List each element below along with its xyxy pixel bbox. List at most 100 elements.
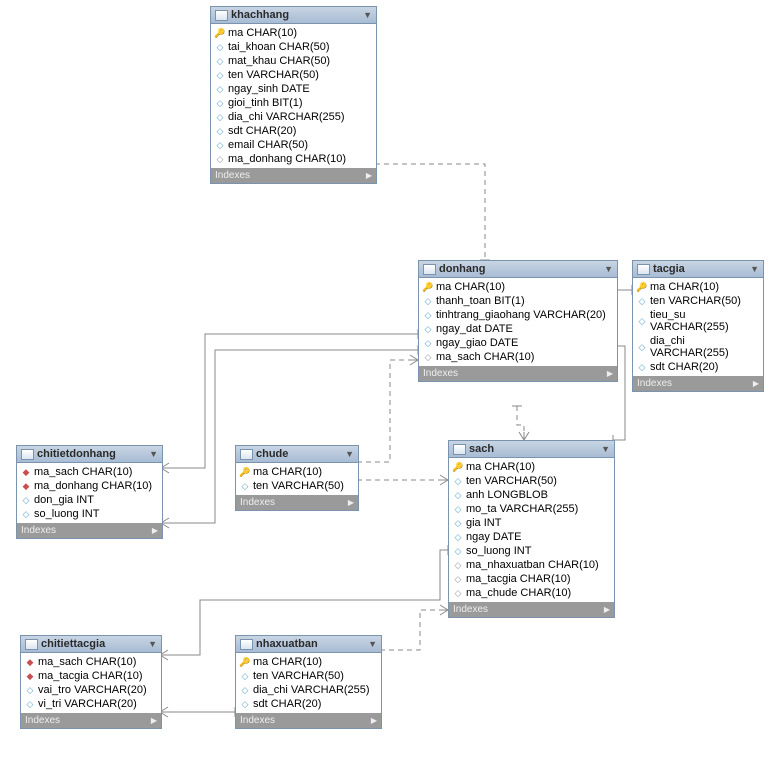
column-row[interactable]: 🔑ma CHAR(10) bbox=[419, 280, 617, 294]
column-row[interactable]: ◇ngay DATE bbox=[449, 530, 614, 544]
table-footer[interactable]: Indexes ▶ bbox=[17, 523, 162, 538]
column-row[interactable]: ◇mo_ta VARCHAR(255) bbox=[449, 502, 614, 516]
column-name: ma_sach CHAR(10) bbox=[436, 351, 534, 363]
column-row[interactable]: ◇ma_nhaxuatban CHAR(10) bbox=[449, 558, 614, 572]
column-type-icon: ◆ bbox=[25, 671, 35, 681]
column-name: ma_donhang CHAR(10) bbox=[34, 480, 152, 492]
column-row[interactable]: ◇anh LONGBLOB bbox=[449, 488, 614, 502]
table-header[interactable]: chitietdonhang▼ bbox=[17, 446, 162, 463]
table-tacgia[interactable]: tacgia▼ 🔑ma CHAR(10)◇ten VARCHAR(50)◇tieu… bbox=[632, 260, 764, 392]
column-name: ma CHAR(10) bbox=[650, 281, 719, 293]
collapse-icon[interactable]: ▼ bbox=[601, 444, 610, 454]
column-row[interactable]: ◇sdt CHAR(20) bbox=[236, 697, 381, 711]
column-row[interactable]: ◇sdt CHAR(20) bbox=[211, 124, 376, 138]
column-row[interactable]: ◇gioi_tinh BIT(1) bbox=[211, 96, 376, 110]
column-row[interactable]: 🔑ma CHAR(10) bbox=[236, 655, 381, 669]
column-row[interactable]: ◇so_luong INT bbox=[17, 507, 162, 521]
column-row[interactable]: ◇dia_chi VARCHAR(255) bbox=[211, 110, 376, 124]
column-row[interactable]: ◇sdt CHAR(20) bbox=[633, 360, 763, 374]
expand-icon[interactable]: ▶ bbox=[753, 379, 759, 388]
collapse-icon[interactable]: ▼ bbox=[149, 449, 158, 459]
expand-icon[interactable]: ▶ bbox=[607, 369, 613, 378]
collapse-icon[interactable]: ▼ bbox=[148, 639, 157, 649]
expand-icon[interactable]: ▶ bbox=[151, 716, 157, 725]
expand-icon[interactable]: ▶ bbox=[371, 716, 377, 725]
expand-icon[interactable]: ▶ bbox=[348, 498, 354, 507]
column-row[interactable]: ◇ten VARCHAR(50) bbox=[236, 669, 381, 683]
table-chitiettacgia[interactable]: chitiettacgia▼ ◆ma_sach CHAR(10)◆ma_tacgi… bbox=[20, 635, 162, 729]
column-row[interactable]: ◇vi_tri VARCHAR(20) bbox=[21, 697, 161, 711]
collapse-icon[interactable]: ▼ bbox=[345, 449, 354, 459]
column-type-icon: ◇ bbox=[453, 532, 463, 542]
column-name: anh LONGBLOB bbox=[466, 489, 548, 501]
column-row[interactable]: ◆ma_tacgia CHAR(10) bbox=[21, 669, 161, 683]
column-row[interactable]: ◇dia_chi VARCHAR(255) bbox=[236, 683, 381, 697]
column-row[interactable]: ◆ma_donhang CHAR(10) bbox=[17, 479, 162, 493]
column-row[interactable]: ◇gia INT bbox=[449, 516, 614, 530]
table-nhaxuatban[interactable]: nhaxuatban▼🔑ma CHAR(10)◇ten VARCHAR(50)◇… bbox=[235, 635, 382, 729]
column-row[interactable]: ◇don_gia INT bbox=[17, 493, 162, 507]
table-header[interactable]: donhang▼ bbox=[419, 261, 617, 278]
column-row[interactable]: ◇ngay_giao DATE bbox=[419, 336, 617, 350]
table-header[interactable]: sach▼ bbox=[449, 441, 614, 458]
column-row[interactable]: ◇ma_chude CHAR(10) bbox=[449, 586, 614, 600]
table-header[interactable]: chude▼ bbox=[236, 446, 358, 463]
column-row[interactable]: ◇ten VARCHAR(50) bbox=[633, 294, 763, 308]
column-row[interactable]: ◇email CHAR(50) bbox=[211, 138, 376, 152]
table-khachhang[interactable]: khachhang▼ 🔑ma CHAR(10)◇tai_khoan CHAR(50… bbox=[210, 6, 377, 184]
column-row[interactable]: 🔑ma CHAR(10) bbox=[236, 465, 358, 479]
column-row[interactable]: ◇ngay_dat DATE bbox=[419, 322, 617, 336]
column-row[interactable]: ◇ten VARCHAR(50) bbox=[211, 68, 376, 82]
column-row[interactable]: ◇tai_khoan CHAR(50) bbox=[211, 40, 376, 54]
column-type-icon: 🔑 bbox=[240, 657, 250, 667]
column-row[interactable]: ◇ma_sach CHAR(10) bbox=[419, 350, 617, 364]
collapse-icon[interactable]: ▼ bbox=[750, 264, 759, 274]
table-footer[interactable]: Indexes ▶ bbox=[419, 366, 617, 381]
column-row[interactable]: ◇vai_tro VARCHAR(20) bbox=[21, 683, 161, 697]
table-chitietdonhang[interactable]: chitietdonhang▼ ◆ma_sach CHAR(10)◆ma_donh… bbox=[16, 445, 163, 539]
table-footer[interactable]: Indexes▶ bbox=[236, 713, 381, 728]
column-row[interactable]: ◇ten VARCHAR(50) bbox=[449, 474, 614, 488]
expand-icon[interactable]: ▶ bbox=[604, 605, 610, 614]
column-row[interactable]: ◆ma_sach CHAR(10) bbox=[17, 465, 162, 479]
column-name: tinhtrang_giaohang VARCHAR(20) bbox=[436, 309, 606, 321]
column-row[interactable]: ◇mat_khau CHAR(50) bbox=[211, 54, 376, 68]
table-footer[interactable]: Indexes▶ bbox=[21, 713, 161, 728]
table-sach[interactable]: sach▼🔑ma CHAR(10)◇ten VARCHAR(50)◇anh LO… bbox=[448, 440, 615, 618]
column-row[interactable]: ◇ma_donhang CHAR(10) bbox=[211, 152, 376, 166]
column-name: so_luong INT bbox=[466, 545, 531, 557]
table-icon bbox=[215, 10, 228, 21]
footer-label: Indexes bbox=[423, 368, 458, 379]
column-row[interactable]: ◇ten VARCHAR(50) bbox=[236, 479, 358, 493]
column-row[interactable]: ◇dia_chi VARCHAR(255) bbox=[633, 334, 763, 360]
table-header[interactable]: nhaxuatban▼ bbox=[236, 636, 381, 653]
table-donhang[interactable]: donhang▼ 🔑ma CHAR(10)◇thanh_toan BIT(1)◇t… bbox=[418, 260, 618, 382]
column-row[interactable]: ◇ngay_sinh DATE bbox=[211, 82, 376, 96]
column-name: ma CHAR(10) bbox=[436, 281, 505, 293]
table-footer[interactable]: Indexes▶ bbox=[211, 168, 376, 183]
column-row[interactable]: ◇thanh_toan BIT(1) bbox=[419, 294, 617, 308]
expand-icon[interactable]: ▶ bbox=[366, 171, 372, 180]
table-chude[interactable]: chude▼ 🔑ma CHAR(10)◇ten VARCHAR(50) Indexe… bbox=[235, 445, 359, 511]
column-name: tieu_su VARCHAR(255) bbox=[650, 309, 759, 333]
footer-label: Indexes bbox=[21, 525, 56, 536]
column-row[interactable]: ◇tinhtrang_giaohang VARCHAR(20) bbox=[419, 308, 617, 322]
collapse-icon[interactable]: ▼ bbox=[604, 264, 613, 274]
expand-icon[interactable]: ▶ bbox=[152, 526, 158, 535]
column-row[interactable]: 🔑ma CHAR(10) bbox=[211, 26, 376, 40]
column-row[interactable]: 🔑ma CHAR(10) bbox=[633, 280, 763, 294]
column-row[interactable]: ◇tieu_su VARCHAR(255) bbox=[633, 308, 763, 334]
column-row[interactable]: 🔑ma CHAR(10) bbox=[449, 460, 614, 474]
collapse-icon[interactable]: ▼ bbox=[368, 639, 377, 649]
table-header[interactable]: chitiettacgia▼ bbox=[21, 636, 161, 653]
column-row[interactable]: ◇ma_tacgia CHAR(10) bbox=[449, 572, 614, 586]
column-row[interactable]: ◇so_luong INT bbox=[449, 544, 614, 558]
table-footer[interactable]: Indexes▶ bbox=[236, 495, 358, 510]
table-footer[interactable]: Indexes▶ bbox=[449, 602, 614, 617]
column-row[interactable]: ◆ma_sach CHAR(10) bbox=[21, 655, 161, 669]
collapse-icon[interactable]: ▼ bbox=[363, 10, 372, 20]
table-header[interactable]: khachhang▼ bbox=[211, 7, 376, 24]
table-footer[interactable]: Indexes▶ bbox=[633, 376, 763, 391]
column-name: vi_tri VARCHAR(20) bbox=[38, 698, 137, 710]
table-header[interactable]: tacgia▼ bbox=[633, 261, 763, 278]
